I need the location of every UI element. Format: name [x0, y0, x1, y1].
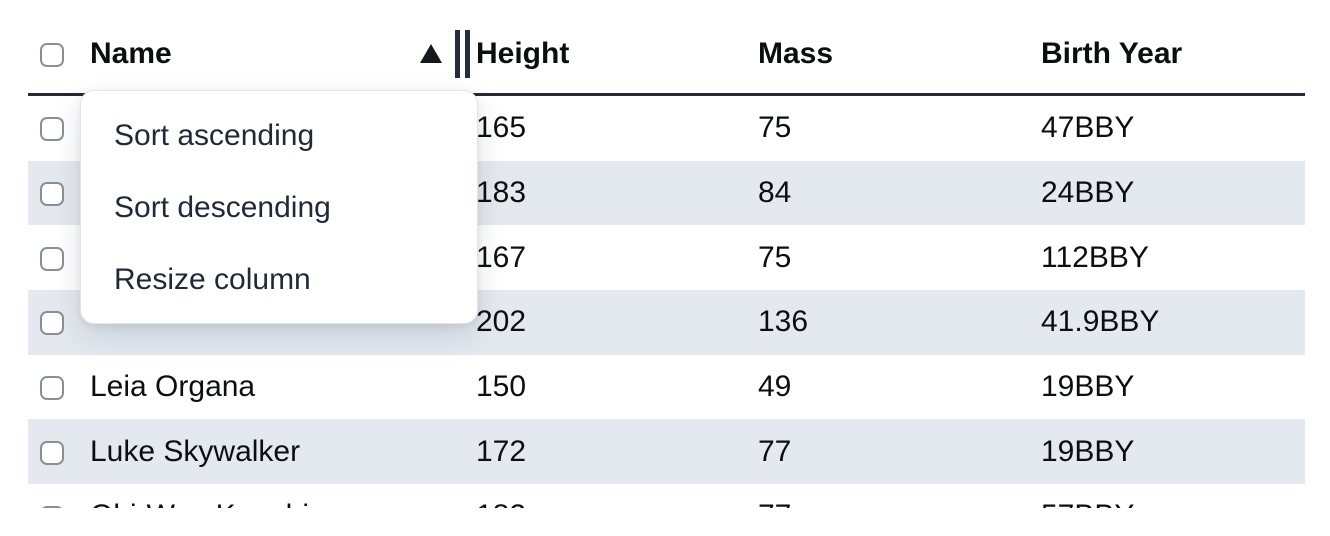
row-checkbox[interactable]: [40, 182, 64, 207]
row-checkbox-cell: [28, 499, 90, 508]
column-header-height[interactable]: Height: [476, 36, 570, 70]
row-checkbox-cell: [28, 435, 90, 469]
row-checkbox[interactable]: [40, 311, 64, 336]
row-checkbox-cell: [28, 111, 90, 145]
cell-mass: 77: [758, 499, 1041, 508]
cell-height: 172: [476, 434, 527, 468]
row-checkbox[interactable]: [40, 505, 64, 508]
cell-height: 150: [476, 370, 527, 404]
menu-item-sort-ascending[interactable]: Sort ascending: [114, 119, 315, 152]
cell-mass: 75: [758, 240, 792, 274]
cell-name: Obi-Wan Kenobi: [90, 499, 476, 508]
cell-height: 202: [476, 305, 527, 339]
cell-mass: 84: [758, 176, 792, 210]
column-header-name[interactable]: Name: [90, 29, 476, 78]
row-checkbox-cell: [28, 176, 90, 210]
cell-birth-year: 47BBY: [1041, 111, 1135, 145]
cell-height: 167: [476, 240, 527, 274]
table-row: Luke Skywalker 172 77 19BBY: [28, 419, 1305, 485]
row-checkbox[interactable]: [40, 246, 64, 271]
row-checkbox-cell: [28, 370, 90, 404]
cell-mass: 49: [758, 370, 792, 404]
sort-ascending-icon: [420, 44, 442, 63]
column-header-birth-year[interactable]: Birth Year: [1041, 36, 1183, 70]
menu-item-resize-column[interactable]: Resize column: [114, 263, 311, 296]
cell-birth-year: 41.9BBY: [1041, 305, 1160, 339]
table-row: Obi-Wan Kenobi 182 77 57BBY: [28, 484, 1305, 508]
row-checkbox-cell: [28, 305, 90, 339]
row-checkbox[interactable]: [40, 117, 64, 142]
cell-birth-year: 19BBY: [1041, 370, 1135, 404]
cell-name: Leia Organa: [90, 370, 256, 404]
cell-birth-year: 24BBY: [1041, 176, 1135, 210]
cell-birth-year: 19BBY: [1041, 434, 1135, 468]
table-row: Leia Organa 150 49 19BBY: [28, 354, 1305, 420]
column-context-menu: Sort ascending Sort descending Resize co…: [80, 90, 478, 324]
column-header-mass[interactable]: Mass: [758, 36, 834, 70]
cell-mass: 136: [758, 305, 809, 339]
cell-birth-year: 112BBY: [1041, 240, 1149, 274]
cell-birth-year: 57BBY: [1041, 499, 1305, 508]
row-checkbox[interactable]: [40, 440, 64, 465]
table-header-row: Name Height Mass Birth Year: [28, 0, 1305, 96]
row-checkbox-cell: [28, 241, 90, 275]
menu-item-sort-descending[interactable]: Sort descending: [114, 191, 331, 224]
row-checkbox[interactable]: [40, 376, 64, 401]
cell-mass: 77: [758, 434, 792, 468]
cell-height: 183: [476, 176, 527, 210]
column-resize-handle-icon[interactable]: [455, 29, 470, 78]
cell-mass: 75: [758, 111, 792, 145]
column-header-name-label: Name: [90, 36, 172, 70]
header-checkbox-cell: [28, 37, 90, 71]
select-all-checkbox[interactable]: [40, 42, 64, 67]
cell-height: 165: [476, 111, 527, 145]
cell-name: Luke Skywalker: [90, 434, 301, 468]
cell-height: 182: [476, 499, 758, 508]
